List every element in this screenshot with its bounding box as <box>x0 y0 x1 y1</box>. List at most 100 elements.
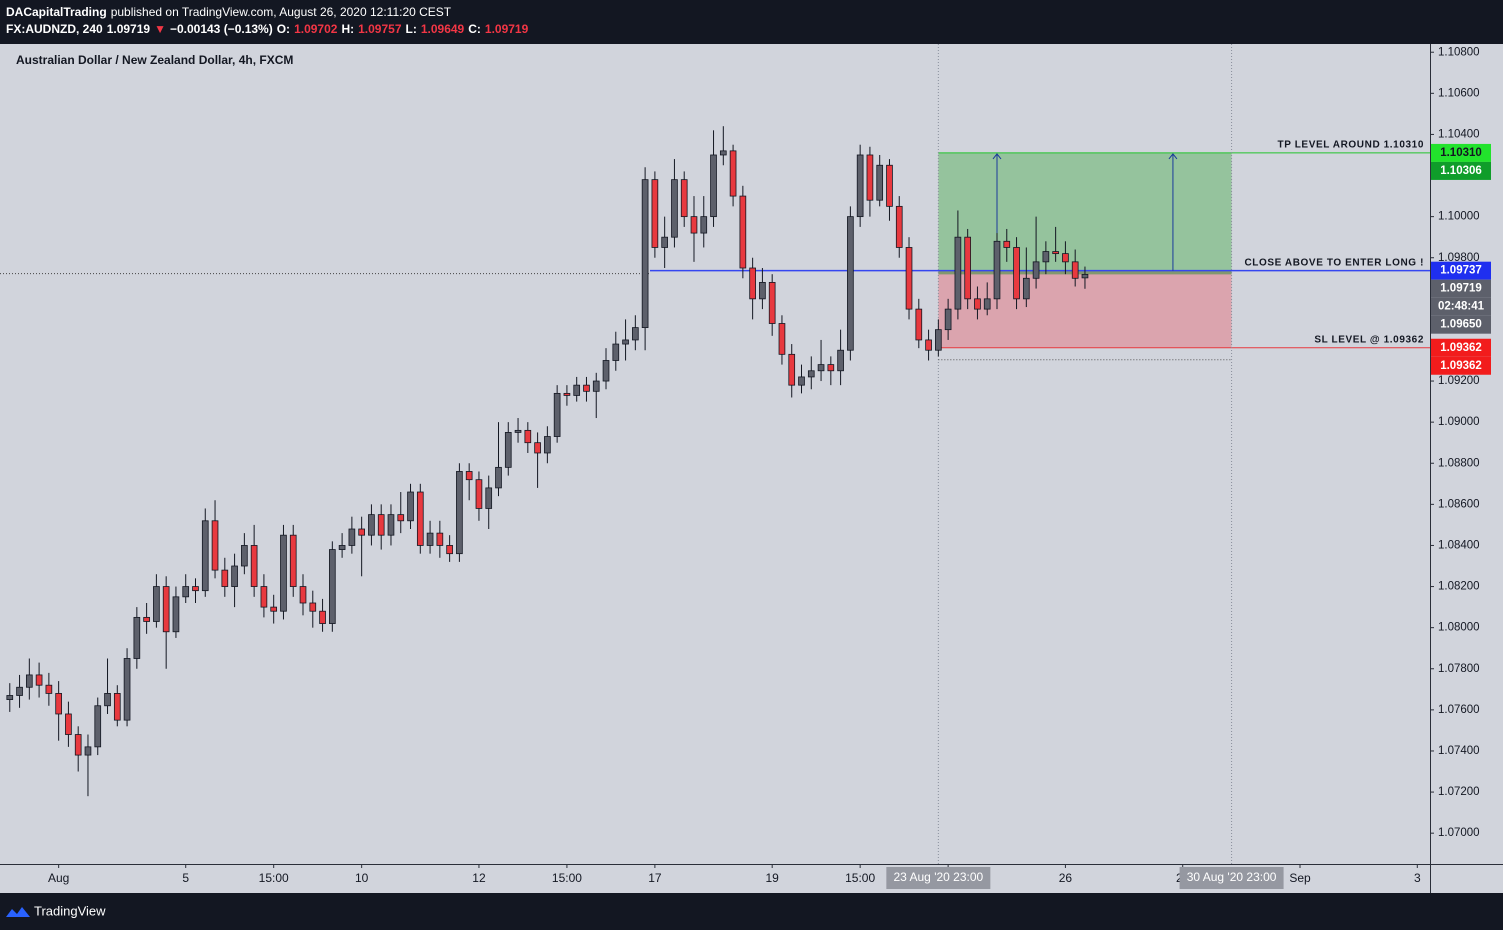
candle-body <box>358 528 365 536</box>
candle-body <box>35 674 43 686</box>
y-tick-label: 1.07000 <box>1438 827 1480 839</box>
price-label-bg <box>1431 261 1491 280</box>
candle-body <box>964 236 972 300</box>
candle-body <box>397 514 405 522</box>
candle-body <box>544 436 551 454</box>
candle-body <box>299 586 307 604</box>
candle-body <box>827 364 835 372</box>
candle-body <box>94 705 102 748</box>
candle-body <box>680 179 688 218</box>
candle-body <box>368 514 375 536</box>
candle-body <box>123 658 131 721</box>
candle-body <box>25 674 33 688</box>
candle-body <box>1071 261 1079 279</box>
candle-body <box>837 349 844 372</box>
candle-body <box>221 569 229 587</box>
candle-body <box>504 432 512 468</box>
y-tick-label: 1.08200 <box>1438 581 1480 593</box>
candle-body <box>1022 277 1030 300</box>
candle-body <box>583 384 590 392</box>
price-label: 1.09737 <box>1440 265 1482 277</box>
candle-body <box>55 693 62 715</box>
candle-body <box>162 586 170 633</box>
candle-body <box>495 466 502 489</box>
candle-body <box>309 602 317 612</box>
candle-body <box>719 150 727 156</box>
candle-body <box>632 327 639 341</box>
brand-name: TradingView <box>34 903 106 918</box>
price-label: 02:48:41 <box>1438 301 1485 313</box>
candle-body <box>1003 240 1011 248</box>
candle-body <box>739 195 747 269</box>
price-label: 1.10306 <box>1440 165 1482 177</box>
y-tick-label: 1.07400 <box>1438 745 1480 757</box>
candle-body <box>798 376 805 386</box>
candle-body <box>348 528 356 546</box>
candle-body <box>270 606 278 612</box>
candle-body <box>465 471 473 481</box>
price-label-bg <box>1431 315 1491 334</box>
candle-body <box>1042 251 1050 263</box>
candle-body <box>876 164 884 201</box>
candle-body <box>778 323 786 355</box>
candle-body <box>416 491 424 546</box>
candle-body <box>16 686 23 696</box>
candle-body <box>788 353 796 386</box>
y-tick-label: 1.09200 <box>1438 375 1480 387</box>
y-tick-label: 1.07200 <box>1438 786 1480 798</box>
candle-body <box>710 154 717 218</box>
candle-body <box>407 491 414 522</box>
candle-body <box>886 164 893 207</box>
x-tick-label: Aug <box>48 871 69 885</box>
candle-body <box>211 520 219 571</box>
candle-body <box>573 384 581 396</box>
candle-body <box>133 616 141 659</box>
candle-body <box>651 179 659 248</box>
footer-bar <box>0 893 1503 930</box>
arrow-head <box>1168 153 1178 160</box>
candle-body <box>524 429 532 444</box>
candle-body <box>622 339 629 345</box>
candle-body <box>387 514 395 536</box>
header-bar <box>0 0 1503 44</box>
header-text: O: <box>277 22 290 36</box>
x-tick-label: 5 <box>182 871 189 885</box>
y-tick-label: 1.10000 <box>1438 211 1480 223</box>
y-tick-label: 1.08400 <box>1438 539 1480 551</box>
annotation: TP LEVEL AROUND 1.10310 <box>1278 140 1424 151</box>
candle-body <box>749 267 756 300</box>
x-tick-label: 26 <box>1059 871 1073 885</box>
range-label: 30 Aug '20 23:00 <box>1187 870 1277 884</box>
y-tick-label: 1.07800 <box>1438 663 1480 675</box>
y-tick-label: 1.09000 <box>1438 416 1480 428</box>
candle-body <box>592 380 600 392</box>
header-text: 1.09719 <box>107 22 151 36</box>
range-label-bg <box>1179 867 1284 889</box>
price-label-bg <box>1431 297 1491 316</box>
price-label: 1.09362 <box>1440 342 1482 354</box>
candle-body <box>485 487 493 509</box>
candle-body <box>905 247 913 310</box>
header-text: 1.09719 <box>485 22 529 36</box>
y-tick-label: 1.08600 <box>1438 498 1480 510</box>
chart-area <box>0 44 1503 893</box>
x-tick-label: 12 <box>472 871 486 885</box>
candle-body <box>993 240 1001 300</box>
candle-body <box>690 216 698 234</box>
candle-body <box>807 370 815 378</box>
candle-body <box>729 150 737 197</box>
candle-body <box>534 442 541 454</box>
candle-body <box>426 532 434 546</box>
candle-body <box>113 693 121 721</box>
candle-body <box>514 429 522 433</box>
candle-body <box>153 586 160 622</box>
brand-logo <box>6 907 30 917</box>
candle-body <box>241 545 248 567</box>
price-label-bg <box>1431 279 1491 298</box>
candle-body <box>925 339 932 351</box>
candle-body <box>759 281 766 300</box>
header-text: 1.09757 <box>358 22 402 36</box>
candle-body <box>935 329 942 351</box>
candle-body <box>289 534 297 587</box>
